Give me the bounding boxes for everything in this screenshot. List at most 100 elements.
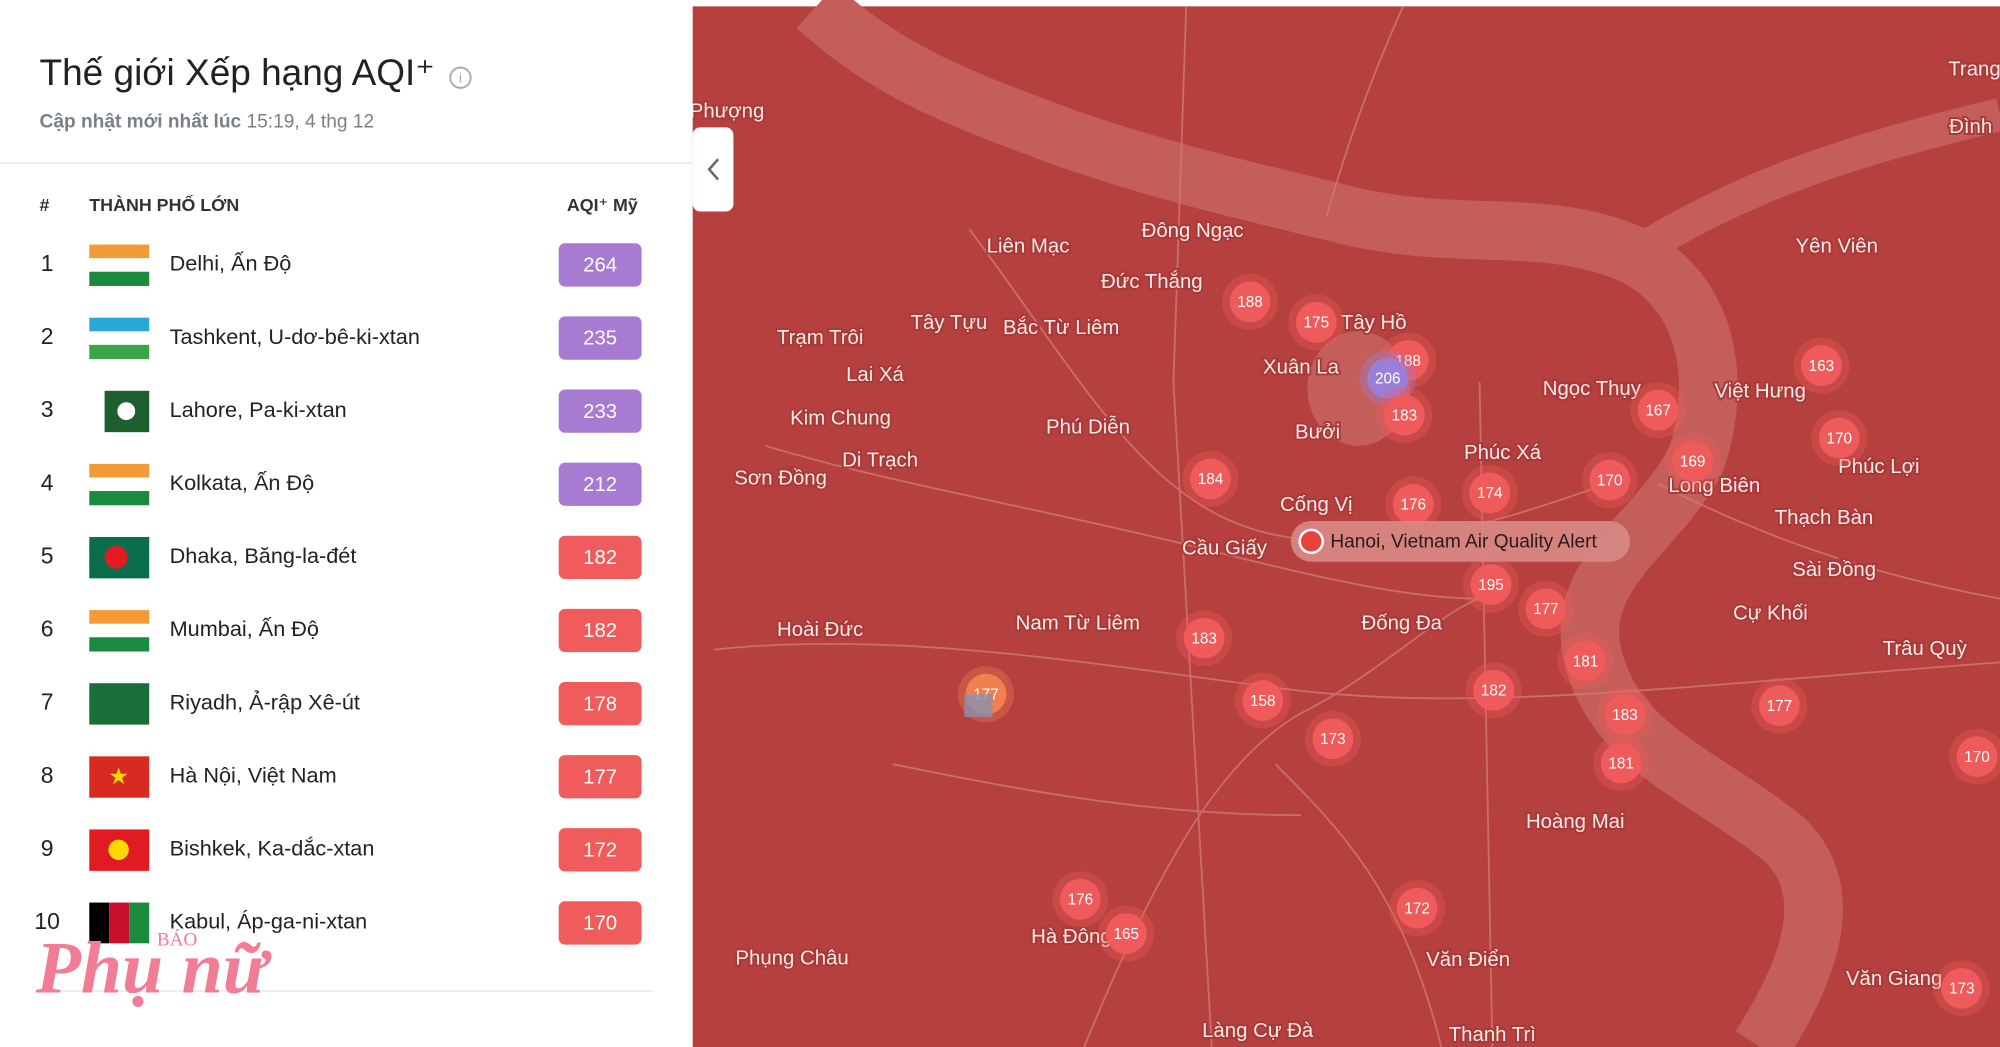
city-name: Delhi, Ấn Độ bbox=[170, 251, 292, 276]
flag-emblem bbox=[108, 839, 129, 861]
rank: 6 bbox=[41, 616, 54, 642]
aqi-value: 235 bbox=[583, 328, 617, 350]
marker-dot bbox=[1396, 887, 1438, 929]
aqi-marker[interactable]: 184 bbox=[1182, 450, 1239, 507]
place-label: Trang bbox=[1948, 58, 2000, 80]
marker-dot bbox=[1105, 913, 1147, 955]
alert-text: Hanoi, Vietnam Air Quality Alert bbox=[1330, 532, 1597, 553]
rank: 2 bbox=[41, 323, 54, 349]
place-label: Sơn Đồng bbox=[734, 467, 827, 489]
aqi-marker[interactable]: 176 bbox=[1052, 871, 1109, 928]
aqi-marker[interactable]: 206 bbox=[1359, 350, 1416, 407]
aqi-value: 177 bbox=[583, 766, 617, 788]
city-name: Hà Nội, Việt Nam bbox=[170, 762, 337, 787]
marker-dot bbox=[1470, 564, 1512, 606]
aqi-marker[interactable]: 170 bbox=[1581, 452, 1638, 509]
marker-dot bbox=[1059, 878, 1101, 920]
rank: 4 bbox=[41, 469, 54, 495]
alert-pill[interactable]: Hanoi, Vietnam Air Quality Alert bbox=[1290, 520, 1631, 562]
aqi-marker[interactable]: 177 bbox=[1751, 677, 1808, 734]
aqi-marker[interactable]: 163 bbox=[1793, 337, 1850, 394]
flag bbox=[89, 856, 150, 871]
marker-dot bbox=[1190, 458, 1231, 500]
marker-value: 170 bbox=[1597, 473, 1623, 490]
aqi-marker[interactable]: 183 bbox=[1376, 387, 1433, 444]
marker-dot bbox=[1295, 301, 1337, 343]
marker-dot bbox=[1229, 281, 1271, 323]
flag bbox=[89, 637, 150, 652]
aqi-marker[interactable]: 173 bbox=[1933, 960, 1990, 1017]
flag bbox=[89, 710, 150, 725]
aqi-value: 264 bbox=[583, 255, 617, 277]
collapse-button[interactable] bbox=[692, 127, 734, 212]
aqi-marker[interactable]: 181 bbox=[1557, 633, 1614, 690]
place-label: Bắc Từ Liêm bbox=[1003, 316, 1119, 339]
aqi-marker[interactable]: 182 bbox=[1465, 662, 1522, 719]
aqi-marker[interactable]: 165 bbox=[1098, 905, 1155, 962]
marker-dot bbox=[1818, 417, 1860, 459]
flag bbox=[104, 417, 150, 433]
aqi-marker[interactable]: 176 bbox=[1385, 476, 1442, 533]
marker-value: 176 bbox=[1401, 497, 1427, 514]
aqi-badge bbox=[558, 755, 642, 799]
marker-value: 173 bbox=[1320, 731, 1346, 748]
marker-value: 173 bbox=[1949, 981, 1975, 998]
rank: 10 bbox=[34, 908, 60, 934]
marker-value: 177 bbox=[1533, 601, 1559, 618]
marker-dot bbox=[1600, 742, 1642, 784]
place-label: Tây Tựu bbox=[911, 312, 988, 334]
place-label: Kim Chung bbox=[790, 407, 891, 429]
aqi-value: 178 bbox=[583, 693, 617, 715]
rank: 3 bbox=[41, 396, 54, 422]
city-name: Lahore, Pa-ki-xtan bbox=[170, 397, 347, 422]
marker-dot bbox=[1637, 389, 1679, 431]
marker-dot bbox=[1672, 440, 1714, 482]
aqi-marker[interactable]: 188 bbox=[1221, 273, 1279, 330]
place-label: Ngọc Thụy bbox=[1543, 378, 1642, 400]
marker-dot bbox=[1941, 968, 1983, 1009]
marker-value: 169 bbox=[1680, 453, 1706, 470]
marker-value: 177 bbox=[1767, 698, 1793, 715]
river bbox=[796, 0, 1843, 1047]
marker-value: 172 bbox=[1404, 900, 1430, 917]
flag bbox=[104, 390, 150, 406]
flag bbox=[89, 477, 150, 492]
aqi-marker[interactable]: 158 bbox=[1234, 672, 1291, 729]
sidebar: Thế giới Xếp hạng AQI⁺ i Cập nhật mới nh… bbox=[0, 0, 693, 1047]
alert-icon bbox=[1298, 528, 1324, 555]
place-label: Xuân La bbox=[1263, 357, 1340, 379]
aqi-value: 170 bbox=[583, 913, 617, 935]
aqi-value: 212 bbox=[583, 474, 617, 496]
place-label: Thanh Trì bbox=[1449, 1024, 1536, 1046]
marker-value: 188 bbox=[1237, 294, 1263, 311]
aqi-marker[interactable]: 170 bbox=[1811, 410, 1868, 467]
flag bbox=[89, 491, 150, 506]
flag bbox=[89, 902, 110, 944]
place-label: Phụng Châu bbox=[735, 948, 848, 970]
rank: 1 bbox=[41, 250, 54, 276]
aqi-marker[interactable]: 169 bbox=[1664, 433, 1721, 490]
aqi-value: 172 bbox=[583, 840, 617, 862]
aqi-marker[interactable]: 172 bbox=[1389, 880, 1446, 937]
info-icon[interactable] bbox=[449, 66, 472, 89]
aqi-marker[interactable]: 174 bbox=[1461, 464, 1518, 521]
aqi-marker[interactable]: 181 bbox=[1593, 734, 1650, 791]
map[interactable]: Phượng Trang Đình Liên Mạc Đông Ngạc Đức Thắn… bbox=[688, 0, 2000, 1047]
aqi-marker[interactable]: 183 bbox=[1596, 686, 1654, 743]
aqi-marker[interactable]: 175 bbox=[1288, 294, 1345, 351]
aqi-marker[interactable]: 167 bbox=[1630, 382, 1687, 439]
watermark-small: BÁO bbox=[157, 929, 198, 951]
aqi-marker[interactable]: 195 bbox=[1463, 556, 1520, 613]
aqi-badge bbox=[558, 681, 642, 726]
marker-dot bbox=[1604, 694, 1646, 735]
flag bbox=[89, 769, 150, 785]
chevron-icon bbox=[707, 158, 720, 181]
aqi-marker[interactable]: 183 bbox=[1176, 610, 1233, 667]
aqi-marker[interactable]: 173 bbox=[1304, 710, 1361, 767]
place-label: Đức Thắng bbox=[1101, 270, 1203, 293]
aqi-marker[interactable]: 177 bbox=[1517, 580, 1574, 637]
marker-value: 195 bbox=[1478, 577, 1504, 594]
aqi-marker[interactable]: 170 bbox=[1948, 728, 2000, 785]
